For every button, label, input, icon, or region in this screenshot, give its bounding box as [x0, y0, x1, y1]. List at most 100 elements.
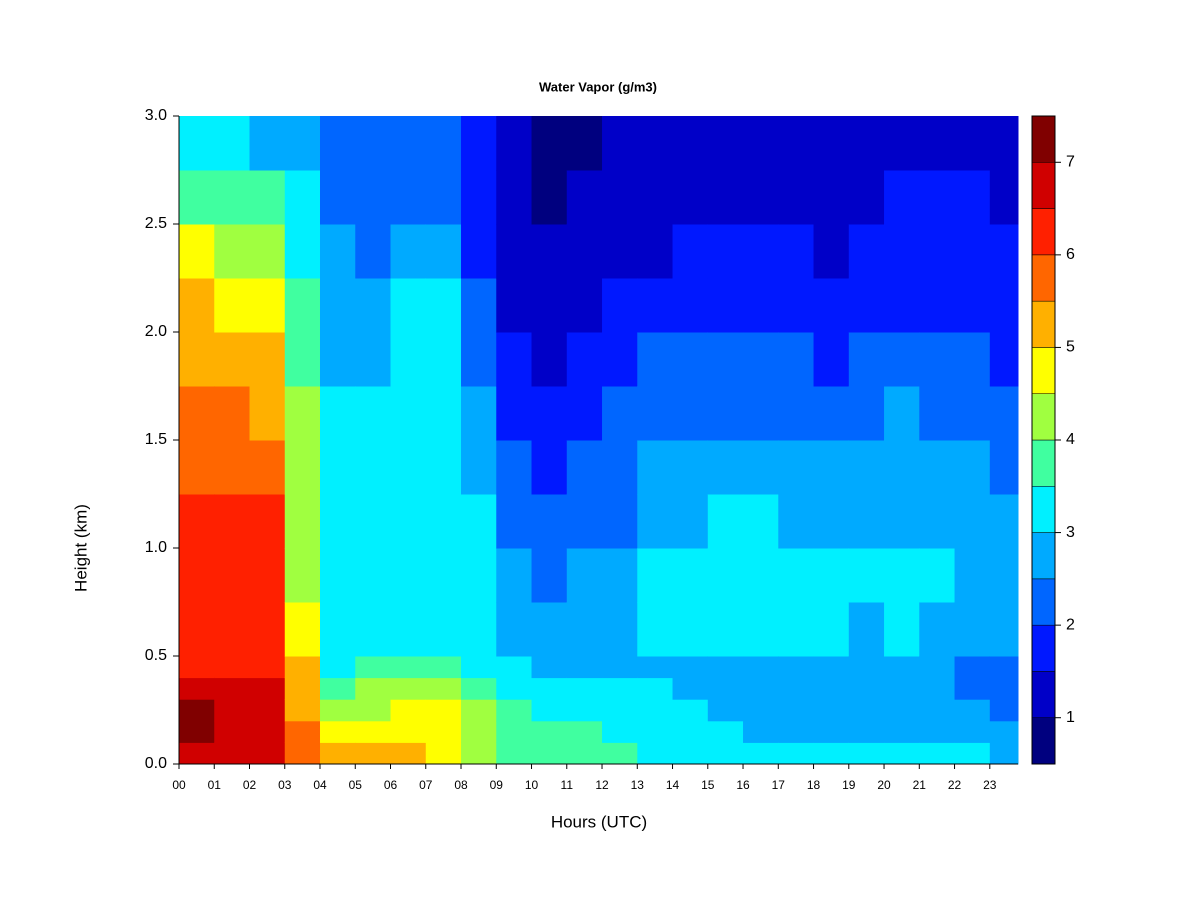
heat-cell	[919, 170, 956, 225]
heat-cell	[602, 116, 638, 171]
heat-cell	[496, 332, 533, 387]
heat-cell	[813, 677, 850, 700]
heat-cell	[425, 494, 462, 549]
heat-cell	[320, 742, 356, 765]
heat-cell	[179, 332, 215, 387]
heat-cell	[284, 440, 321, 495]
x-axis-label: Hours (UTC)	[551, 812, 647, 831]
colorbar-tick-label: 3	[1066, 524, 1075, 541]
heat-cell	[672, 224, 709, 279]
heat-cell	[461, 170, 497, 225]
heat-cell	[813, 656, 850, 679]
heat-cell	[743, 224, 779, 279]
heat-cell	[179, 494, 215, 549]
heat-cell	[496, 170, 533, 225]
colorbar-segment	[1031, 393, 1056, 441]
heat-cell	[954, 548, 991, 603]
heat-cell	[919, 386, 956, 441]
heat-cell	[672, 699, 709, 722]
heat-cell	[531, 440, 568, 495]
heat-cell	[566, 386, 603, 441]
heat-cell	[707, 656, 744, 679]
heat-cell	[637, 677, 674, 700]
heat-cell	[355, 170, 392, 225]
colorbar-tick-label: 1	[1066, 709, 1075, 726]
heat-cell	[531, 699, 568, 722]
heat-cell	[320, 677, 356, 700]
heat-cell	[602, 699, 638, 722]
heat-cell	[602, 386, 638, 441]
heat-cell	[214, 494, 251, 549]
heat-cell	[179, 742, 215, 765]
heat-cell	[778, 278, 815, 333]
heat-cell	[954, 742, 991, 765]
heat-cell	[602, 656, 638, 679]
heat-cell	[566, 440, 603, 495]
heat-cell	[531, 548, 568, 603]
x-tick-label: 10	[525, 778, 539, 792]
heat-cell	[461, 602, 497, 657]
heat-cell	[813, 224, 850, 279]
heat-cell	[848, 699, 885, 722]
heat-cell	[390, 332, 427, 387]
heat-cell	[496, 494, 533, 549]
heat-cell	[566, 677, 603, 700]
heat-cell	[531, 278, 568, 333]
heat-cell	[320, 278, 356, 333]
colorbar-segment	[1031, 162, 1056, 209]
heat-cell	[707, 720, 744, 743]
heat-cell	[566, 116, 603, 171]
heat-cell	[672, 602, 709, 657]
heat-cell	[989, 170, 1019, 225]
heat-cell	[496, 116, 533, 171]
colorbar-tick-label: 6	[1066, 246, 1075, 263]
heat-cell	[390, 602, 427, 657]
heat-cell	[320, 548, 356, 603]
heat-cell	[425, 224, 462, 279]
heat-cell	[425, 386, 462, 441]
heat-cell	[778, 332, 815, 387]
heat-cell	[531, 720, 568, 743]
heat-cell	[637, 699, 674, 722]
heat-cell	[249, 116, 286, 171]
heat-cell	[602, 278, 638, 333]
heat-cell	[954, 440, 991, 495]
heat-cell	[602, 602, 638, 657]
heat-cell	[461, 677, 497, 700]
heat-cell	[707, 548, 744, 603]
heat-cell	[602, 332, 638, 387]
heat-cell	[320, 170, 356, 225]
heat-cell	[425, 720, 462, 743]
x-tick-label: 20	[877, 778, 891, 792]
heat-cell	[848, 224, 885, 279]
heat-cell	[355, 278, 392, 333]
heat-cell	[531, 602, 568, 657]
heat-cell	[531, 742, 568, 765]
heat-cell	[778, 699, 815, 722]
heat-cell	[743, 440, 779, 495]
heat-cell	[249, 742, 286, 765]
heat-cell	[707, 602, 744, 657]
y-tick-label: 2.0	[145, 323, 167, 340]
heat-cell	[284, 494, 321, 549]
heat-cell	[848, 656, 885, 679]
heat-cell	[848, 332, 885, 387]
x-tick-label: 07	[419, 778, 433, 792]
heat-cell	[249, 699, 286, 722]
heat-cell	[461, 742, 497, 765]
x-tick-label: 01	[208, 778, 222, 792]
heat-cell	[461, 494, 497, 549]
heat-cell	[390, 224, 427, 279]
heat-cell	[425, 116, 462, 171]
heat-cell	[919, 602, 956, 657]
heat-cell	[637, 116, 674, 171]
heat-cell	[743, 602, 779, 657]
heat-cell	[214, 170, 251, 225]
heat-cell	[390, 656, 427, 679]
heat-cell	[566, 332, 603, 387]
heat-cell	[179, 224, 215, 279]
heat-cell	[848, 278, 885, 333]
heat-cell	[813, 170, 850, 225]
heat-cell	[778, 656, 815, 679]
